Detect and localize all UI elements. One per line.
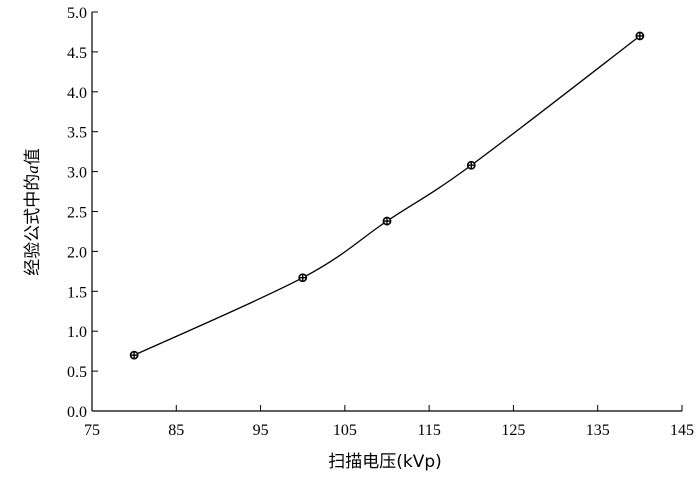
x-axis-ticks: 75 85 95 105 115 125 135 145	[84, 405, 694, 439]
y-axis-ticks: 0.0 0.5 1.0 1.5 2.0 2.5 3.0 3.5 4.0 4.5 5.0	[67, 5, 98, 421]
data-point	[382, 216, 392, 226]
x-tick-label: 85	[168, 422, 184, 439]
x-tick-label: 105	[333, 422, 357, 439]
y-tick-label: 1.5	[67, 284, 87, 301]
fit-curve	[133, 35, 641, 356]
y-tick-label: 5.0	[67, 5, 87, 22]
data-point	[129, 350, 139, 360]
y-tick-label: 4.0	[67, 85, 87, 102]
data-point	[635, 31, 645, 41]
y-axis-title-symbol: a	[23, 165, 42, 174]
y-tick-label: 1.0	[67, 324, 87, 341]
y-tick-label: 3.0	[67, 165, 87, 182]
y-tick-label: 3.5	[67, 125, 87, 142]
x-tick-label: 75	[84, 422, 100, 439]
data-point	[466, 160, 476, 170]
y-axis-title-prefix: 经验公式中的	[23, 174, 43, 276]
y-tick-label: 2.5	[67, 205, 87, 222]
x-tick-label: 95	[253, 422, 269, 439]
x-tick-label: 115	[417, 422, 440, 439]
y-tick-label: 4.5	[67, 45, 87, 62]
data-point	[298, 273, 308, 283]
x-tick-label: 135	[586, 422, 610, 439]
x-tick-label: 145	[670, 422, 694, 439]
y-tick-label: 0.0	[67, 404, 87, 421]
data-points	[129, 31, 645, 360]
x-axis-title: 扫描电压(kVp)	[328, 452, 442, 472]
y-tick-label: 0.5	[67, 364, 87, 381]
x-tick-label: 125	[501, 422, 525, 439]
y-axis-title-suffix: 值	[23, 148, 43, 165]
y-axis-title: 经验公式中的a值	[23, 148, 43, 276]
y-tick-label: 2.0	[67, 244, 87, 261]
